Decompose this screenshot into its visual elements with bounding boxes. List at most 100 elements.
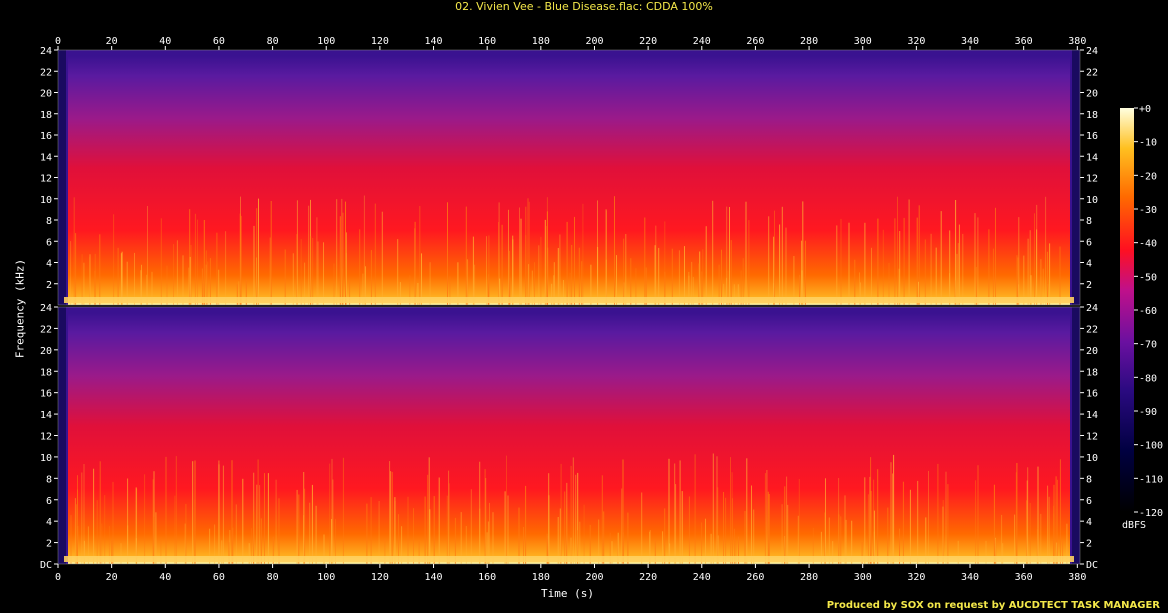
spectral-streak (577, 472, 579, 564)
spectral-streak (104, 495, 106, 564)
spectral-streak (733, 284, 735, 305)
chart-title: 02. Vivien Vee - Blue Disease.flac: CDDA… (455, 0, 713, 13)
spectral-streak (578, 247, 580, 305)
x-tick-label: 160 (478, 36, 496, 47)
spectral-streak (190, 245, 192, 305)
spectral-streak (332, 479, 334, 564)
spectral-streak (645, 267, 647, 305)
spectral-streak (203, 283, 205, 305)
spectral-streak (664, 221, 666, 305)
spectral-streak (256, 208, 258, 305)
spectral-streak (70, 241, 72, 305)
spectral-streak (740, 270, 742, 305)
spectral-streak (918, 205, 920, 305)
spectral-streak (175, 456, 177, 564)
spectral-streak (993, 484, 995, 564)
spectral-streak (74, 498, 76, 564)
spectral-streak (231, 460, 233, 564)
spectral-streak (937, 463, 939, 564)
spectral-streak (828, 517, 830, 564)
x-tick-label: 340 (961, 36, 979, 47)
spectral-streak (630, 258, 632, 305)
y-tick-label: 2 (46, 539, 52, 550)
spectral-streak (127, 478, 129, 564)
spectral-streak (470, 489, 472, 564)
spectral-streak (146, 274, 148, 305)
spectral-streak (120, 253, 122, 305)
spectral-streak (300, 239, 302, 305)
y-tick-label: 4 (46, 259, 52, 270)
spectral-streak (840, 516, 842, 564)
spectral-streak (308, 205, 310, 305)
spectral-streak (479, 461, 481, 564)
y-tick-label: 2 (46, 280, 52, 291)
spectral-streak (601, 475, 603, 564)
spectral-streak (303, 515, 305, 564)
spectral-streak (975, 480, 977, 564)
spectral-streak (341, 198, 343, 305)
spectral-streak (525, 485, 527, 564)
spectral-streak (804, 240, 806, 305)
spectral-streak (121, 251, 123, 305)
spectral-streak (746, 458, 748, 564)
spectral-streak (888, 262, 890, 305)
spectral-streak (867, 494, 869, 564)
spectral-streak (1053, 505, 1055, 564)
spectral-streak (1053, 513, 1055, 564)
spectral-streak (203, 220, 205, 305)
spectral-streak (546, 533, 548, 564)
spectral-streak (860, 282, 861, 305)
spectral-streak (1001, 514, 1003, 564)
channel-2-frame (57, 306, 1081, 565)
spectral-streak (729, 207, 730, 305)
y-tick-label: 18 (40, 110, 52, 121)
spectral-streak (331, 519, 333, 564)
spectral-streak (296, 200, 298, 305)
spectral-streak (428, 457, 430, 564)
y-tick-label: 12 (1086, 174, 1098, 185)
spectral-streak (256, 484, 258, 564)
spectral-streak (890, 462, 892, 564)
spectral-streak (540, 236, 542, 305)
spectral-streak (407, 496, 409, 564)
spectral-streak (570, 465, 572, 564)
spectral-streak (854, 259, 856, 305)
spectral-streak (433, 496, 435, 564)
spectral-streak (575, 474, 577, 564)
spectral-streak (317, 241, 319, 305)
spectral-streak (75, 504, 77, 564)
x-tick-label: 240 (693, 572, 711, 583)
spectral-streak (269, 237, 271, 305)
spectral-streak (947, 484, 949, 564)
spectral-streak (957, 540, 959, 564)
x-tick-label: 80 (267, 572, 279, 583)
spectral-streak (449, 276, 451, 305)
spectral-streak (1056, 479, 1058, 564)
spectral-streak (649, 530, 651, 564)
spectral-streak (733, 528, 735, 564)
spectral-streak (975, 267, 977, 305)
x-tick-label: 0 (55, 572, 61, 583)
spectral-streak (844, 495, 846, 564)
spectral-streak (236, 284, 238, 305)
spectral-streak (954, 280, 956, 305)
x-tick-label: 60 (213, 36, 225, 47)
spectral-streak (242, 478, 244, 564)
spectral-streak (257, 459, 259, 564)
spectral-streak (995, 538, 997, 564)
spectral-streak (192, 461, 194, 564)
spectral-streak (1059, 246, 1061, 305)
spectral-streak (112, 481, 114, 564)
y-tick-label: 14 (40, 410, 52, 421)
spectral-streak (185, 503, 187, 564)
channel-2-energy (68, 313, 1070, 564)
spectral-streak (614, 196, 615, 305)
spectral-streak (869, 476, 871, 564)
colorbar (1120, 108, 1134, 512)
y-tick-label: 20 (1086, 346, 1098, 357)
spectral-streak (798, 479, 800, 564)
spectral-streak (744, 511, 746, 564)
spectral-streak (113, 214, 115, 305)
spectral-streak (414, 221, 416, 305)
y-tick-label: 10 (1086, 195, 1098, 206)
